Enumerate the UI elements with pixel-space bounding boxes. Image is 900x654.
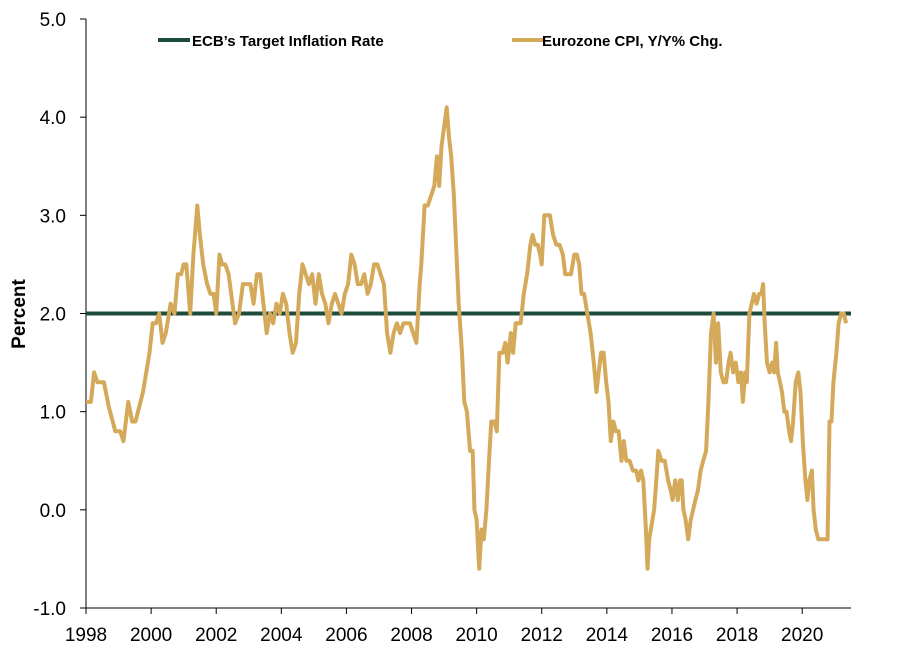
legend-label-target: ECB’s Target Inflation Rate (192, 33, 384, 50)
series-line-eurozone-cpi (86, 105, 849, 571)
y-axis-label: Percent (9, 278, 30, 348)
y-tick-label: 1.0 (40, 403, 66, 424)
x-tick-label: 2002 (195, 625, 237, 646)
x-tick-label: 2010 (455, 625, 497, 646)
legend-label-cpi: Eurozone CPI, Y/Y% Chg. (542, 33, 723, 50)
x-tick-label: 2018 (716, 625, 758, 646)
y-tick-label: -1.0 (33, 599, 66, 620)
y-tick-label: 5.0 (40, 10, 66, 31)
y-tick-label: 3.0 (40, 206, 66, 227)
series-lines (86, 105, 851, 571)
x-tick-label: 1998 (65, 625, 107, 646)
x-tick-labels: 1998 2000 2002 2004 2006 2008 2010 2012 2014 2016… (65, 625, 823, 646)
x-tick-label: 2006 (325, 625, 367, 646)
x-tick-label: 2020 (781, 625, 823, 646)
y-tick-label: 2.0 (40, 305, 66, 326)
x-tick-label: 2016 (651, 625, 693, 646)
x-tick-label: 2008 (390, 625, 432, 646)
x-tick-label: 2012 (521, 625, 563, 646)
axes (80, 18, 851, 614)
y-tick-label: 0.0 (40, 501, 66, 522)
y-tick-labels: -1.0 0.0 1.0 2.0 3.0 4.0 5.0 (33, 10, 66, 620)
x-tick-label: 2014 (586, 625, 629, 646)
x-tick-label: 2004 (260, 625, 303, 646)
legend: ECB’s Target Inflation Rate Eurozone CPI… (158, 33, 723, 50)
y-tick-label: 4.0 (40, 108, 66, 129)
x-tick-label: 2000 (130, 625, 172, 646)
